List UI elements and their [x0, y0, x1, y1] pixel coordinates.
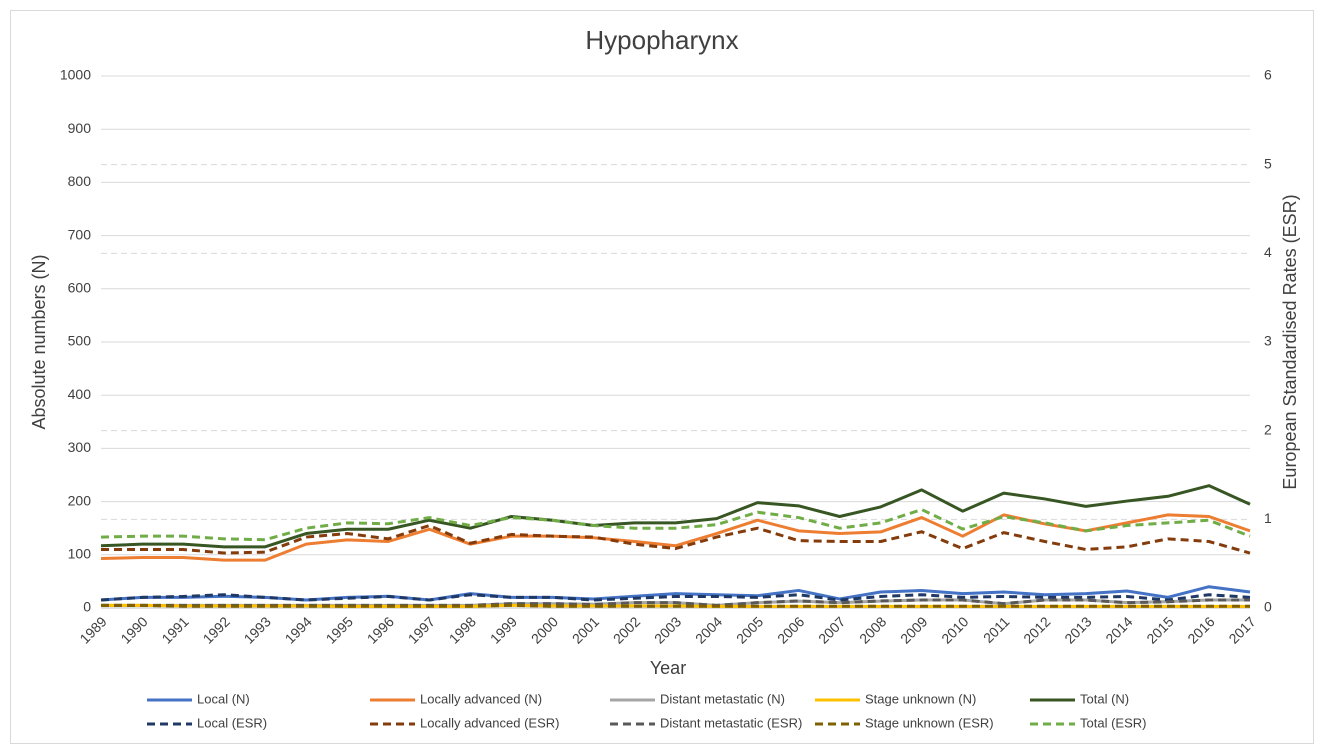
- y-tick-label: 300: [68, 439, 92, 455]
- series-line: [100, 508, 1251, 542]
- y-tick-label: 100: [68, 546, 92, 562]
- chart-frame: [10, 10, 1314, 744]
- legend-text: Total (ESR): [1080, 715, 1146, 730]
- y-tick-label: 1000: [60, 67, 91, 83]
- series-line: [101, 524, 1251, 555]
- y-tick-label: 400: [68, 386, 92, 402]
- legend-text: Total (N): [1080, 691, 1129, 706]
- y2-tick-label: 5: [1264, 155, 1272, 171]
- x-axis-title: Year: [650, 658, 686, 678]
- y-tick-label: 500: [68, 333, 92, 349]
- y-tick-label: 800: [68, 173, 92, 189]
- y2-tick-label: 1: [1264, 510, 1272, 526]
- legend-text: Stage unknown (N): [865, 691, 976, 706]
- y-tick-label: 200: [68, 492, 92, 508]
- legend-text: Local (ESR): [197, 715, 267, 730]
- y2-tick-label: 6: [1264, 67, 1272, 83]
- legend-text: Distant metastatic (N): [660, 691, 785, 706]
- y-axis-title: Absolute numbers (N): [29, 254, 49, 429]
- series-line: [100, 484, 1251, 549]
- series-line: [101, 603, 1250, 608]
- y2-tick-label: 0: [1264, 599, 1272, 615]
- y-tick-label: 900: [68, 120, 92, 136]
- series-line: [100, 593, 1251, 602]
- y2-axis-title: European Standardised Rates (ESR): [1280, 194, 1300, 489]
- legend-text: Local (N): [197, 691, 250, 706]
- y-tick-label: 600: [68, 280, 92, 296]
- chart-title: Hypopharynx: [585, 25, 738, 55]
- series-line: [101, 598, 1250, 607]
- y2-tick-label: 2: [1264, 421, 1272, 437]
- y-tick-label: 700: [68, 226, 92, 242]
- series-line: [100, 585, 1251, 602]
- legend-text: Locally advanced (N): [420, 691, 542, 706]
- legend-text: Stage unknown (ESR): [865, 715, 994, 730]
- y2-tick-label: 4: [1264, 244, 1272, 260]
- legend-text: Distant metastatic (ESR): [660, 715, 802, 730]
- y2-tick-label: 3: [1264, 333, 1272, 349]
- y-tick-label: 0: [83, 599, 91, 615]
- legend-text: Locally advanced (ESR): [420, 715, 559, 730]
